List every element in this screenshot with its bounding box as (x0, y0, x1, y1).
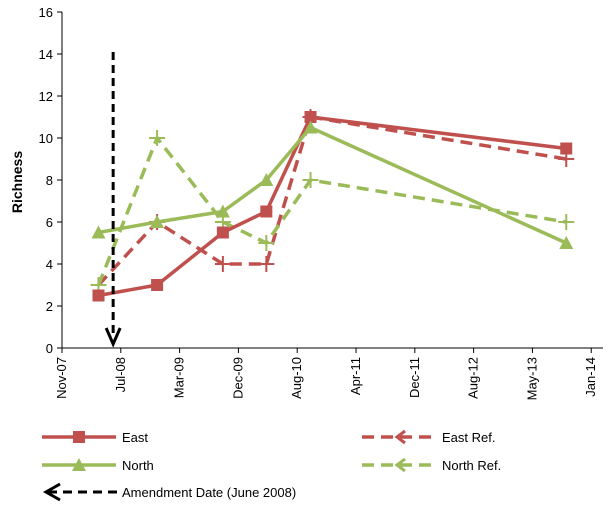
series-line (98, 125, 567, 245)
plus-marker (558, 214, 575, 230)
triangle-marker (559, 236, 574, 249)
legend-item: North (42, 458, 154, 473)
legend: East East Ref. North North Ref. Amendment Da… (42, 429, 501, 502)
y-tick-label: 16 (39, 5, 53, 20)
square-marker (92, 289, 105, 302)
triangle-marker (72, 458, 86, 471)
x-tick-label: Mar-09 (172, 357, 187, 398)
plus-marker (258, 235, 275, 251)
square-marker (260, 205, 273, 218)
x-tick-label: May-13 (524, 357, 539, 400)
series-north-ref (90, 130, 575, 293)
y-tick-label: 14 (39, 47, 53, 62)
square-marker (304, 111, 317, 123)
x-tick-label: Dec-11 (407, 357, 422, 398)
triangle-marker (150, 215, 165, 228)
triangle-marker (303, 120, 318, 134)
legend-label: East Ref. (442, 430, 495, 445)
legend-label: East (122, 430, 148, 445)
x-ticks: Nov-07 Jul-08 Mar-09 Dec-09 Aug-10 Apr-11 Dec-… (54, 348, 598, 400)
legend-arrowhead (42, 482, 61, 502)
legend-item: East Ref. (362, 429, 495, 445)
x-tick-label: Aug-12 (466, 357, 481, 399)
square-marker (216, 226, 229, 239)
legend-label: North Ref. (442, 458, 501, 473)
x-tick-label: Dec-09 (230, 357, 245, 399)
amendment-annotation (104, 52, 122, 348)
legend-label: Amendment Date (June 2008) (122, 485, 296, 500)
triangle-marker (91, 225, 106, 239)
series-line (96, 136, 567, 286)
series-line (97, 115, 567, 287)
y-tick-label: 12 (39, 89, 53, 104)
x-tick-label: Jul-08 (113, 357, 128, 392)
legend-item: North Ref. (362, 457, 501, 473)
y-tick-label: 8 (46, 173, 53, 188)
y-tick-label: 0 (46, 341, 53, 356)
x-tick-label: Nov-07 (54, 357, 69, 399)
series-layer (90, 109, 575, 302)
axes (61, 12, 603, 349)
y-axis-label: Richness (9, 151, 25, 213)
y-tick-label: 6 (46, 215, 53, 230)
legend-marker (394, 457, 406, 473)
triangle-marker (259, 173, 274, 186)
series-line (98, 115, 567, 298)
legend-item-amendment: Amendment Date (June 2008) (42, 482, 296, 502)
y-tick-label: 4 (46, 257, 53, 272)
plus-marker (214, 256, 231, 272)
x-tick-label: Aug-10 (289, 357, 304, 399)
square-marker (73, 431, 85, 443)
plus-marker (149, 130, 166, 146)
plus-marker (258, 256, 275, 272)
y-ticks: 0 2 4 6 8 10 12 14 16 (39, 5, 62, 356)
legend-item: East (42, 430, 148, 445)
legend-marker (394, 429, 406, 445)
series-north (91, 120, 574, 249)
y-tick-label: 2 (46, 299, 53, 314)
amendment-arrowhead (104, 327, 122, 348)
y-tick-label: 10 (39, 131, 53, 146)
square-marker (560, 142, 573, 155)
x-tick-label: Apr-11 (348, 357, 363, 395)
square-marker (151, 279, 164, 291)
plus-marker (302, 172, 319, 188)
legend-label: North (122, 458, 154, 473)
x-tick-label: Jan-14 (583, 357, 598, 397)
series-east (92, 111, 573, 302)
triangle-marker (215, 204, 230, 218)
